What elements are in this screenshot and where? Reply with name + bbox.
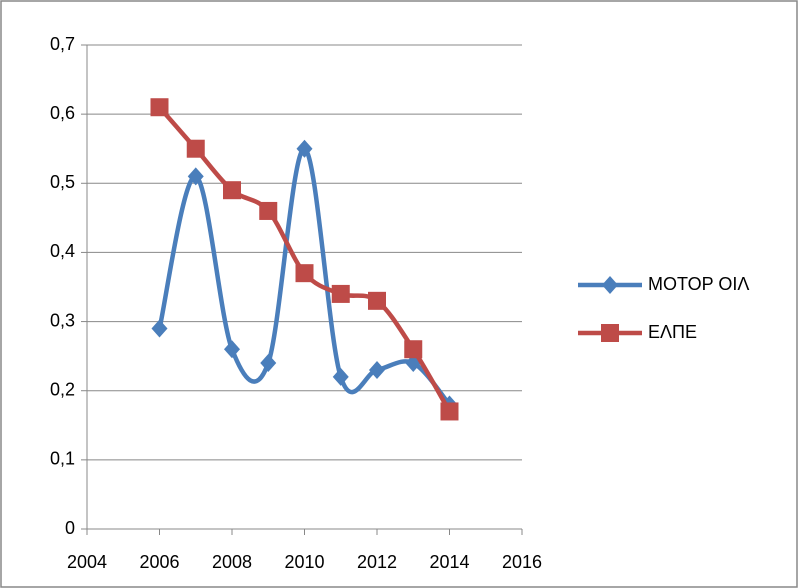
data-point (369, 360, 385, 379)
data-point (332, 367, 349, 386)
x-tick-label: 2016 (502, 552, 542, 572)
x-tick-label: 2010 (284, 552, 324, 572)
legend-label: ΜΟΤΟΡ ΟΙΛ (648, 274, 749, 294)
x-tick-label: 2008 (212, 552, 252, 572)
y-tick-label: 0,6 (50, 103, 75, 123)
data-point (260, 354, 277, 373)
data-point (187, 167, 204, 186)
data-point (224, 340, 240, 359)
legend-label: ΕΛΠΕ (648, 322, 697, 342)
legend-marker (602, 276, 618, 294)
y-tick-label: 0,5 (50, 172, 75, 192)
data-point (296, 139, 313, 158)
x-tick-label: 2014 (429, 552, 469, 572)
data-point (368, 291, 386, 310)
data-point (295, 264, 314, 283)
x-tick-label: 2006 (139, 552, 179, 572)
y-tick-label: 0,7 (50, 34, 75, 54)
data-point (404, 340, 423, 359)
x-tick-label: 2004 (67, 552, 107, 572)
legend-marker (601, 324, 619, 342)
data-point (186, 139, 205, 158)
data-point (440, 402, 459, 421)
y-tick-label: 0,2 (50, 379, 75, 399)
data-point (151, 319, 168, 338)
data-point (259, 201, 278, 220)
y-tick-label: 0,4 (50, 241, 75, 261)
y-tick-label: 0,1 (50, 449, 75, 469)
data-point (150, 98, 169, 117)
data-point (331, 284, 350, 303)
data-point (223, 181, 241, 200)
y-tick-label: 0 (65, 518, 75, 538)
y-tick-label: 0,3 (50, 310, 75, 330)
x-tick-label: 2012 (357, 552, 397, 572)
